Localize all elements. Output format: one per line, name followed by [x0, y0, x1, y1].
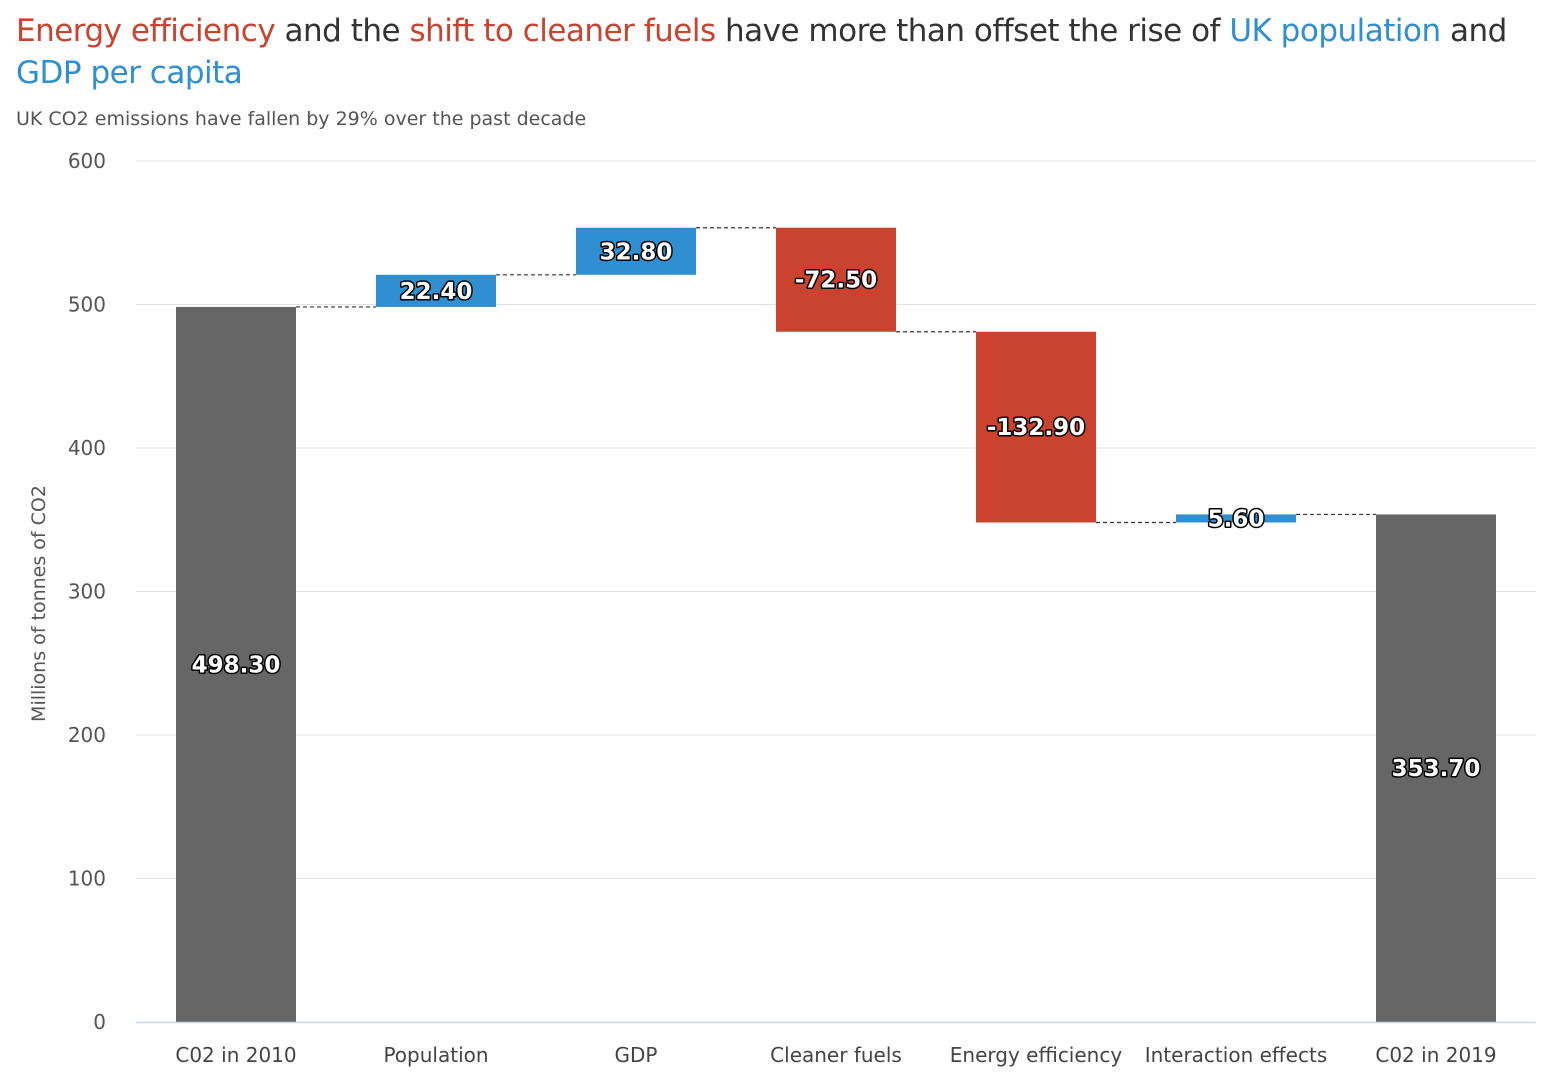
data-label: 498.30: [192, 652, 281, 678]
connectors: [296, 227, 1376, 524]
data-label: -72.50: [795, 268, 877, 294]
x-category-label: Energy efficiency: [950, 1043, 1123, 1067]
data-label: 5.60: [1208, 506, 1265, 532]
y-tick-label: 0: [93, 1010, 106, 1034]
x-category-label: C02 in 2019: [1375, 1043, 1496, 1067]
y-tick-label: 300: [68, 580, 106, 604]
title-part: GDP per capita: [16, 55, 243, 91]
title-part: UK population: [1229, 13, 1441, 49]
data-label: 353.70: [1392, 756, 1481, 782]
y-tick-label: 500: [68, 293, 106, 317]
bar-3: [576, 227, 696, 275]
bars: [176, 227, 1496, 1022]
y-tick-label: 400: [68, 436, 106, 460]
title-part: shift to cleaner fuels: [409, 13, 716, 49]
data-label: 32.80: [600, 239, 673, 265]
y-tick-label: 600: [68, 149, 106, 173]
y-tick-label: 100: [68, 867, 106, 891]
axes: 0 100 200 300 400 500 600 Millions of tonnes of…: [28, 149, 1536, 1067]
x-category-label: Cleaner fuels: [770, 1043, 902, 1067]
x-category-label: GDP: [615, 1043, 658, 1067]
bar-6: [1176, 514, 1296, 523]
bar-5: [976, 331, 1096, 523]
bar-7: [1376, 514, 1496, 1022]
chart-title: Energy efficiency and the shift to clean…: [16, 10, 1536, 94]
bar-4: [776, 227, 896, 332]
bar-1: [176, 306, 296, 1022]
title-part: Energy efficiency: [16, 13, 276, 49]
data-label: -132.90: [987, 415, 1085, 441]
title-part: and the: [275, 13, 410, 49]
x-category-label: C02 in 2010: [175, 1043, 296, 1067]
data-label: 22.40: [400, 279, 473, 305]
chart-subtitle: UK CO2 emissions have fallen by 29% over…: [16, 108, 587, 130]
data-labels: 498.30 22.40 32.80 -72.50 -132.90 5.60 353.70: [190, 238, 1482, 784]
x-category-label: Population: [383, 1043, 488, 1067]
bar-2: [376, 274, 496, 307]
title-part: have more than offset the rise of: [715, 13, 1230, 49]
x-category-label: Interaction effects: [1145, 1043, 1328, 1067]
y-axis-title: Millions of tonnes of CO2: [28, 485, 50, 722]
y-tick-label: 200: [68, 723, 106, 747]
title-part: and: [1440, 13, 1507, 49]
